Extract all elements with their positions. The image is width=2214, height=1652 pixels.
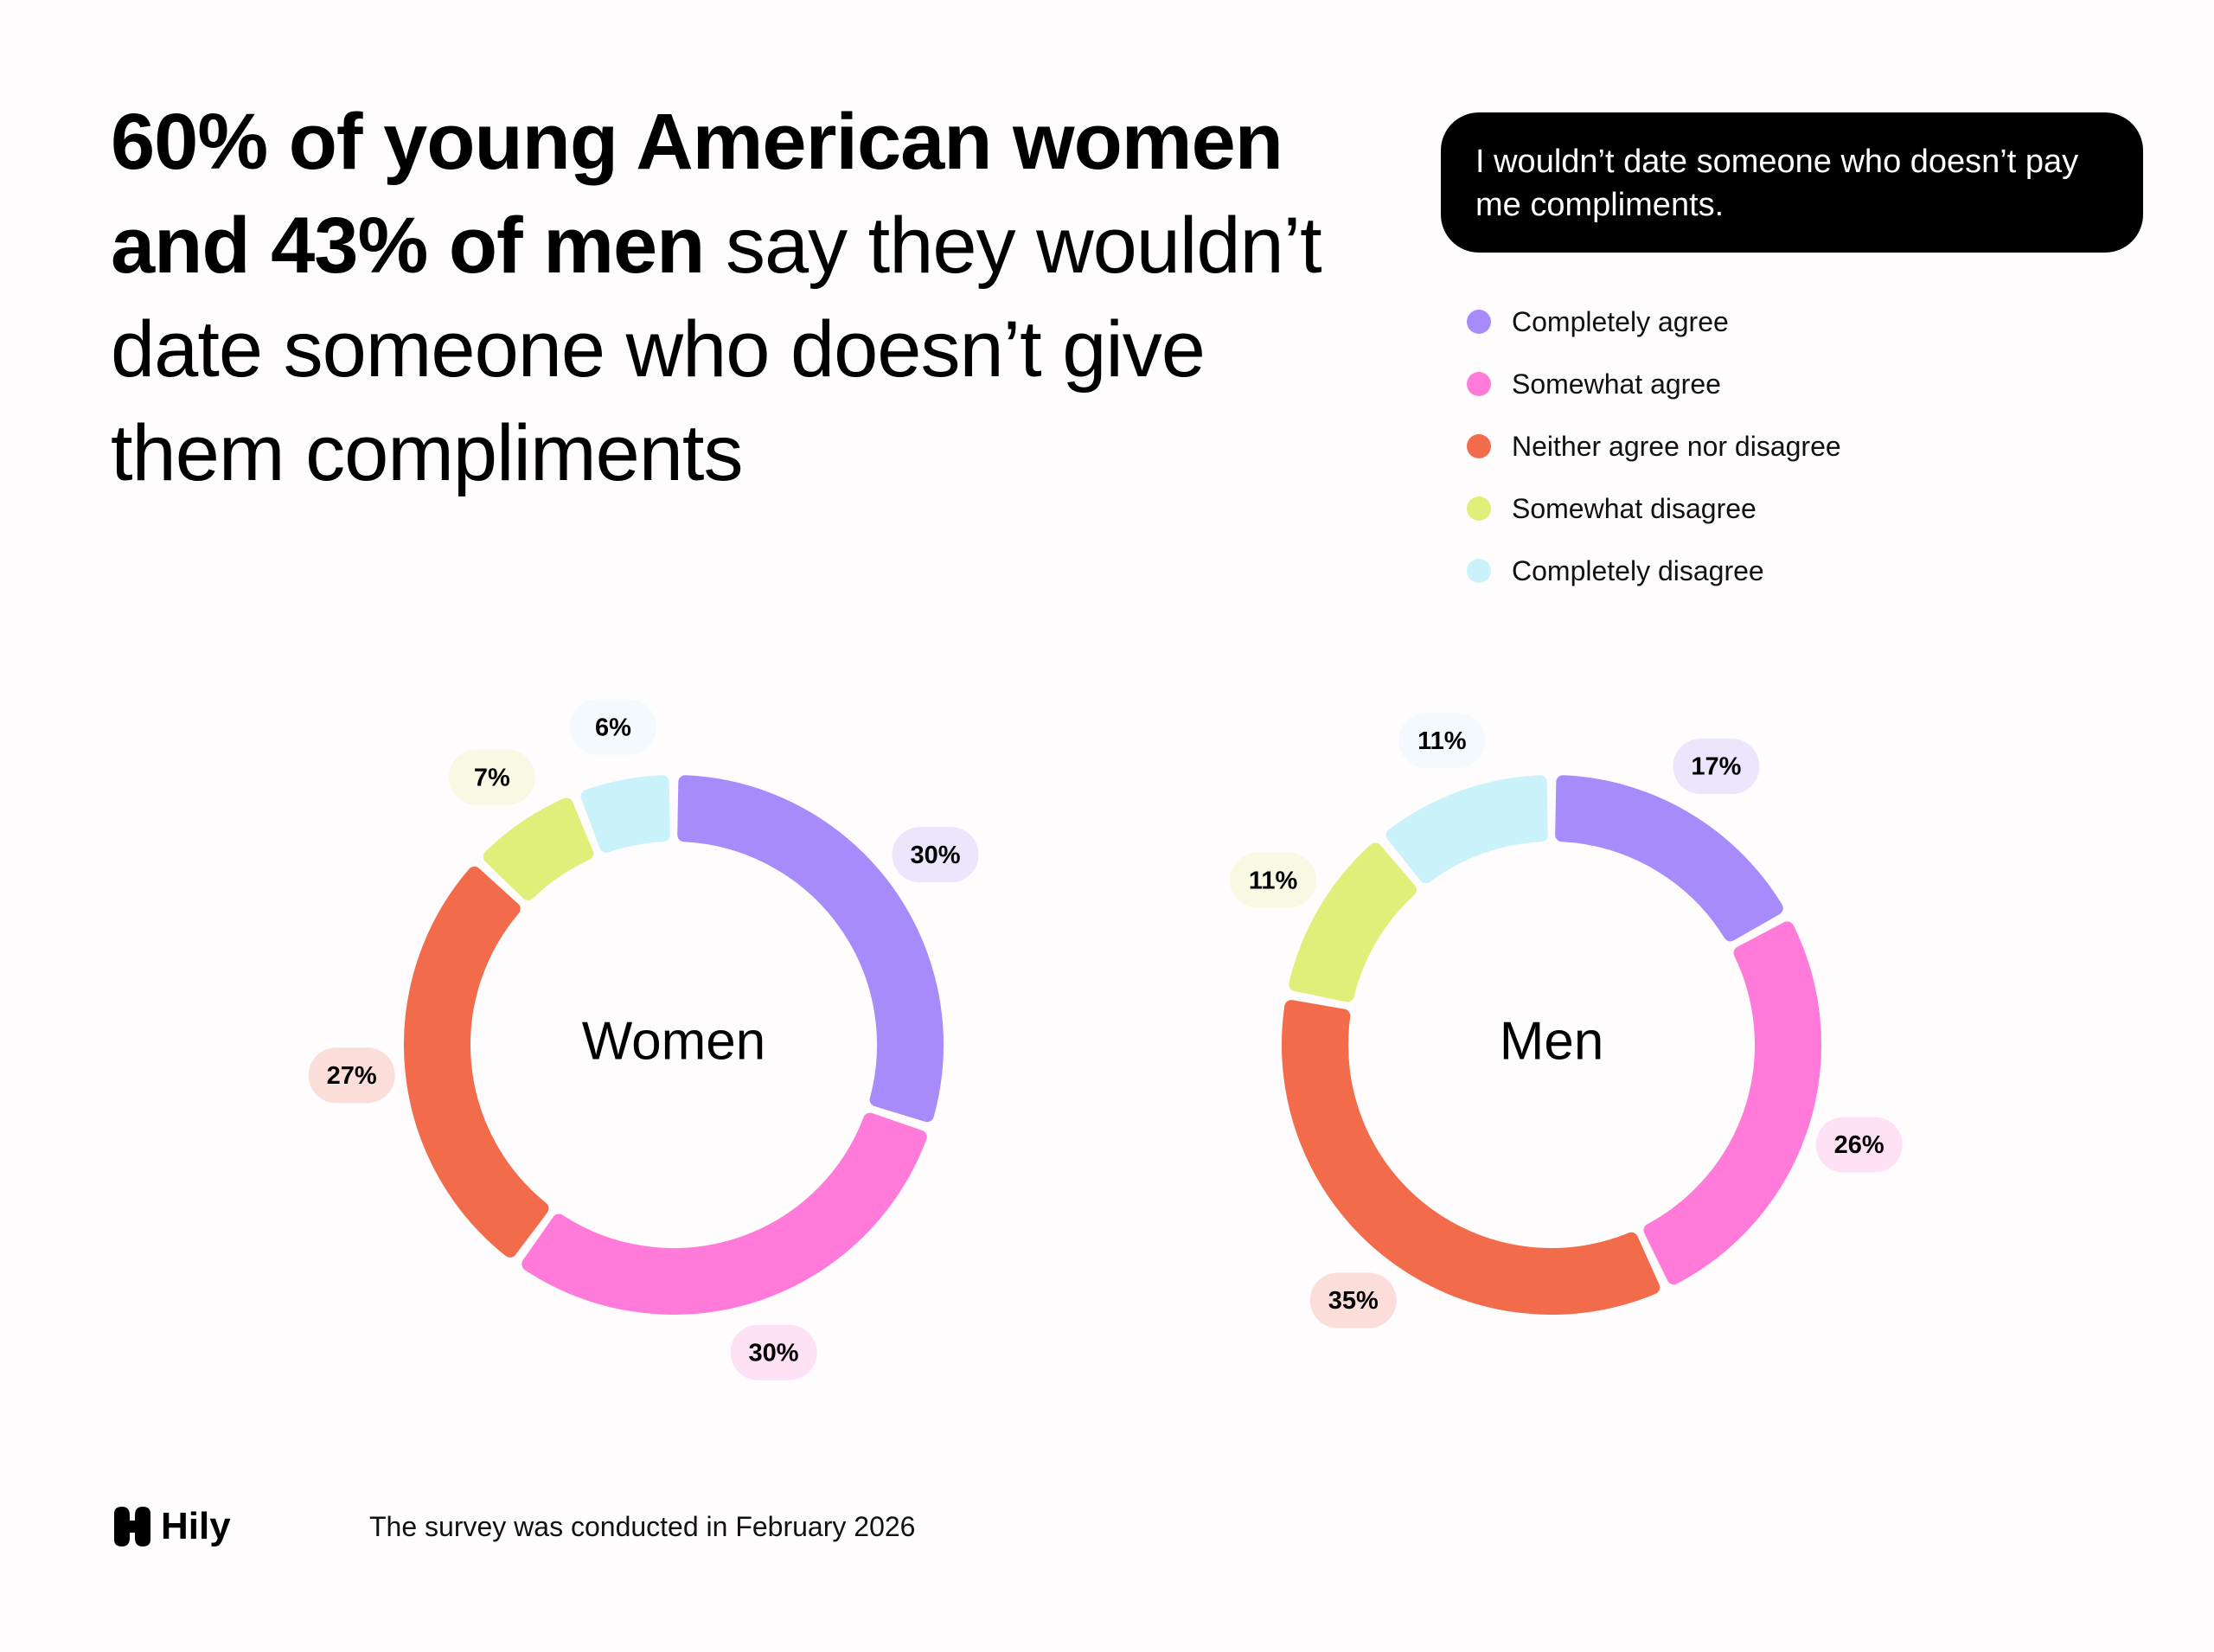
donut-segment [483,797,594,900]
donut-segment [1643,921,1821,1285]
donut-segment [677,775,944,1123]
value-label-pill [448,749,535,805]
legend: Completely agree Somewhat agree Neither ag… [1467,291,1841,602]
value-label-pill [1815,1117,1903,1173]
logo-icon [114,1507,150,1546]
value-label: 27% [327,1062,377,1090]
value-label: 35% [1328,1287,1379,1315]
value-label-pill [308,1047,395,1104]
center-label: Men [1500,1011,1604,1071]
legend-label: Neither agree nor disagree [1512,430,1841,462]
donut-segment [1385,775,1548,884]
value-label-pill [892,827,979,883]
legend-marker [1467,434,1491,458]
legend-item: Somewhat agree [1467,353,1841,415]
center-label: Women [582,1011,766,1071]
donut-segment [403,866,549,1258]
legend-item: Neither agree nor disagree [1467,415,1841,477]
headline-regular: say they wouldn’t date someone who doesn… [111,202,1322,497]
logo: Hily [111,1505,369,1548]
headline: 60% of young American women and 43% of m… [111,90,1339,505]
value-label-pill [1230,852,1317,908]
legend-marker [1467,372,1491,396]
donut-segment [1555,775,1783,942]
value-label: 7% [474,764,510,791]
value-label-pill [1673,739,1760,795]
legend-item: Completely disagree [1467,540,1841,602]
donut-segment [1282,1000,1660,1315]
value-label: 6% [595,714,631,741]
legend-label: Completely disagree [1512,554,1764,586]
legend-item: Completely agree [1467,291,1841,353]
value-label: 17% [1691,753,1741,781]
legend-marker [1467,559,1491,583]
legend-marker [1467,496,1491,521]
value-label-pill [1398,713,1486,769]
value-label: 30% [911,842,961,869]
value-label: 26% [1834,1131,1884,1159]
chart: Women 30% 30% 27% 7% 6% Men 17% 26% 35% 11% 11% [308,699,1903,1380]
legend-item: Somewhat disagree [1467,477,1841,540]
value-label-pill [730,1324,817,1380]
value-label: 30% [749,1339,799,1367]
legend-label: Somewhat agree [1512,368,1721,400]
legend-marker [1467,310,1491,334]
donut-segment [522,1112,927,1315]
legend-label: Somewhat disagree [1512,492,1756,524]
footnote: The survey was conducted in February 202… [369,1510,916,1542]
footer: Hily The survey was conducted in Februar… [111,1505,915,1548]
donut-segment [580,775,670,853]
question-box: I wouldn’t date someone who doesn’t pay … [1441,112,2143,253]
donut-segment [1289,842,1417,1002]
question: I wouldn’t date someone who doesn’t pay … [1475,144,2079,223]
value-label: 11% [1249,867,1298,894]
legend-label: Completely agree [1512,305,1729,337]
value-label: 11% [1417,727,1467,755]
value-label-pill [1309,1272,1397,1329]
value-label-pill [569,699,656,755]
logo-text: Hily [161,1505,231,1547]
headline-bold: 60% of young American women and 43% of m… [111,98,1283,290]
